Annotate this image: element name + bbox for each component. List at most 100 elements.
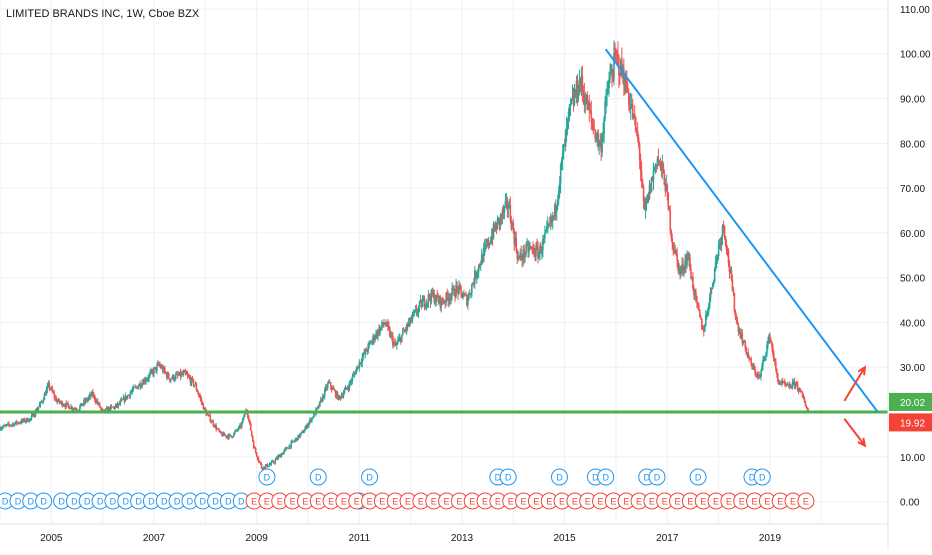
candle-body <box>710 287 713 289</box>
candle-body <box>731 279 734 291</box>
candle-body <box>702 328 704 330</box>
candle-body <box>358 362 361 368</box>
candle-body <box>629 104 632 110</box>
candle-body <box>692 276 694 289</box>
candle-body <box>199 396 202 399</box>
candle-body <box>691 276 693 279</box>
candle-body <box>252 441 255 448</box>
candle-body <box>266 464 269 467</box>
earnings-marker-label: E <box>726 497 732 507</box>
candle-body <box>250 430 253 436</box>
earnings-marker-label: E <box>636 497 642 507</box>
candle-body <box>576 80 579 98</box>
candle-body <box>44 393 47 396</box>
candle-body <box>363 353 366 355</box>
dividend-marker-circle <box>309 468 327 486</box>
candle-body <box>27 421 30 423</box>
candle-body <box>66 402 68 404</box>
y-tick-label: 0.00 <box>900 498 920 509</box>
candle-body <box>17 422 20 424</box>
dividend-marker-label: D <box>212 497 219 507</box>
candle-body <box>730 270 733 280</box>
candle-body <box>25 418 28 422</box>
candle-body <box>316 408 318 410</box>
candle-body <box>100 408 103 409</box>
candle-body <box>667 193 670 207</box>
candle-body <box>341 395 344 397</box>
candle-body <box>196 390 199 393</box>
candle-body <box>377 329 379 337</box>
y-tick-label: 90.00 <box>900 95 925 106</box>
candle-body <box>752 366 754 370</box>
earnings-marker-label: E <box>405 497 411 507</box>
candle-body <box>739 331 742 338</box>
candle-body <box>414 309 417 311</box>
candle-body <box>265 464 268 466</box>
candle-body <box>649 184 652 193</box>
candle-body <box>378 329 380 334</box>
candle-body <box>260 464 263 469</box>
candle-body <box>633 114 636 117</box>
candle-body <box>630 104 633 106</box>
candle-body <box>765 353 767 357</box>
candle-body <box>507 207 510 209</box>
candle-body <box>433 293 436 304</box>
earnings-marker-label: E <box>328 497 334 507</box>
candle-body <box>292 441 294 442</box>
candle-body <box>434 301 437 304</box>
event-marker-layer[interactable]: DDDDDDDDDDDDDDDDDDDDEEEEEEEEEEEEEEEEEEEE… <box>0 468 815 510</box>
dividend-marker-label: D <box>264 473 271 483</box>
candle-body <box>719 241 722 245</box>
candle-body <box>465 294 467 296</box>
dividend-marker-circle <box>499 468 517 486</box>
candle-body <box>71 406 73 410</box>
candle-body <box>621 59 623 75</box>
candle-body <box>343 389 346 394</box>
candle-body <box>783 381 786 385</box>
candle-body <box>50 387 53 390</box>
candle-body <box>673 248 675 253</box>
candle-body <box>246 412 249 418</box>
candle-body <box>770 340 772 343</box>
candle-body <box>178 371 181 376</box>
candle-body <box>83 400 85 405</box>
candle-body <box>398 337 401 339</box>
candle-body <box>365 349 368 352</box>
candle-body <box>158 363 160 365</box>
candle-body <box>329 382 332 388</box>
candle-body <box>455 285 457 297</box>
candle-body <box>54 397 57 399</box>
candle-body <box>738 331 741 333</box>
candle-body <box>527 244 529 252</box>
candle-body <box>113 406 116 409</box>
candle-body <box>146 379 148 381</box>
arrow-down-shaft <box>843 418 866 447</box>
candle-body <box>800 390 803 393</box>
candle-body <box>732 290 735 293</box>
candle-body <box>645 201 648 204</box>
candle-body <box>37 407 40 410</box>
candle-body <box>736 320 739 325</box>
dividend-marker-label: D <box>28 497 35 507</box>
candle-body <box>393 342 395 346</box>
drawing-layer[interactable] <box>0 48 888 448</box>
candle-body <box>779 382 781 385</box>
candle-body <box>440 298 443 307</box>
candle-body <box>805 406 808 409</box>
candle-body <box>362 353 365 358</box>
candle-body <box>558 183 561 192</box>
candle-body <box>701 318 703 329</box>
candle-body <box>679 266 681 274</box>
candle-body <box>105 408 108 409</box>
candle-body <box>26 418 29 422</box>
earnings-marker-label: E <box>764 497 770 507</box>
candle-body <box>657 158 660 162</box>
candle-body <box>529 247 531 248</box>
candle-body <box>111 406 114 408</box>
candle-body <box>689 258 691 269</box>
candle-body <box>647 194 650 200</box>
candle-body <box>615 53 617 55</box>
candle-body <box>126 395 129 399</box>
